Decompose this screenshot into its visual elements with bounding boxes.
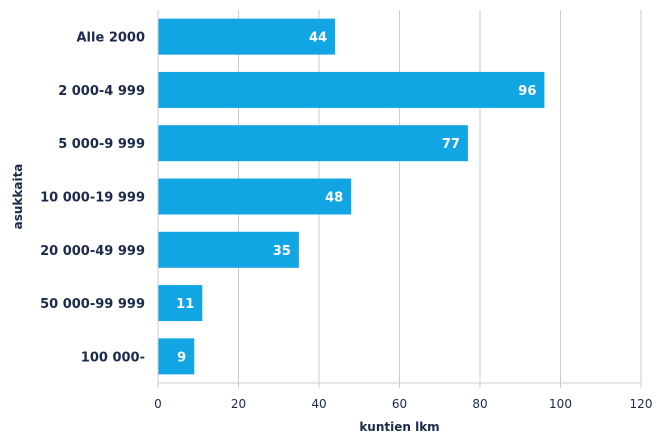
x-tick-label: 20 — [231, 397, 246, 411]
category-label: 100 000- — [81, 350, 145, 365]
x-tick-label: 80 — [472, 397, 487, 411]
bar — [158, 71, 545, 108]
bar-value-label: 96 — [518, 84, 536, 99]
category-label: Alle 2000 — [77, 31, 146, 46]
bar-value-label: 11 — [176, 297, 194, 312]
bars-group: 44 96 77 48 35 11 9 — [158, 18, 545, 375]
bar — [158, 18, 336, 55]
bar — [158, 231, 299, 268]
axes — [157, 10, 641, 384]
category-label: 2 000-4 999 — [58, 84, 145, 99]
bar-value-label: 77 — [442, 137, 460, 152]
bar-value-label: 48 — [325, 191, 343, 206]
category-label: 20 000-49 999 — [40, 244, 145, 259]
x-axis-title: kuntien lkm — [359, 420, 439, 434]
category-label: 10 000-19 999 — [40, 191, 145, 206]
x-tick-label: 60 — [392, 397, 407, 411]
bar — [158, 178, 352, 215]
category-label: 5 000-9 999 — [58, 137, 145, 152]
bar-value-label: 35 — [273, 244, 291, 259]
bar-value-label: 44 — [309, 31, 327, 46]
bar — [158, 285, 203, 322]
x-tick-label: 100 — [549, 397, 572, 411]
y-axis-title: asukkaita — [11, 164, 25, 230]
category-label: 50 000-99 999 — [40, 297, 145, 312]
x-tick-label: 0 — [154, 397, 162, 411]
x-tick-labels: 0 20 40 60 80 100 120 — [154, 397, 652, 411]
category-labels: Alle 2000 2 000-4 999 5 000-9 999 10 000-19… — [40, 31, 145, 366]
bar-value-label: 9 — [177, 350, 186, 365]
bar — [158, 338, 195, 375]
bar — [158, 125, 468, 162]
x-tick-label: 40 — [311, 397, 326, 411]
x-tick-label: 120 — [630, 397, 653, 411]
